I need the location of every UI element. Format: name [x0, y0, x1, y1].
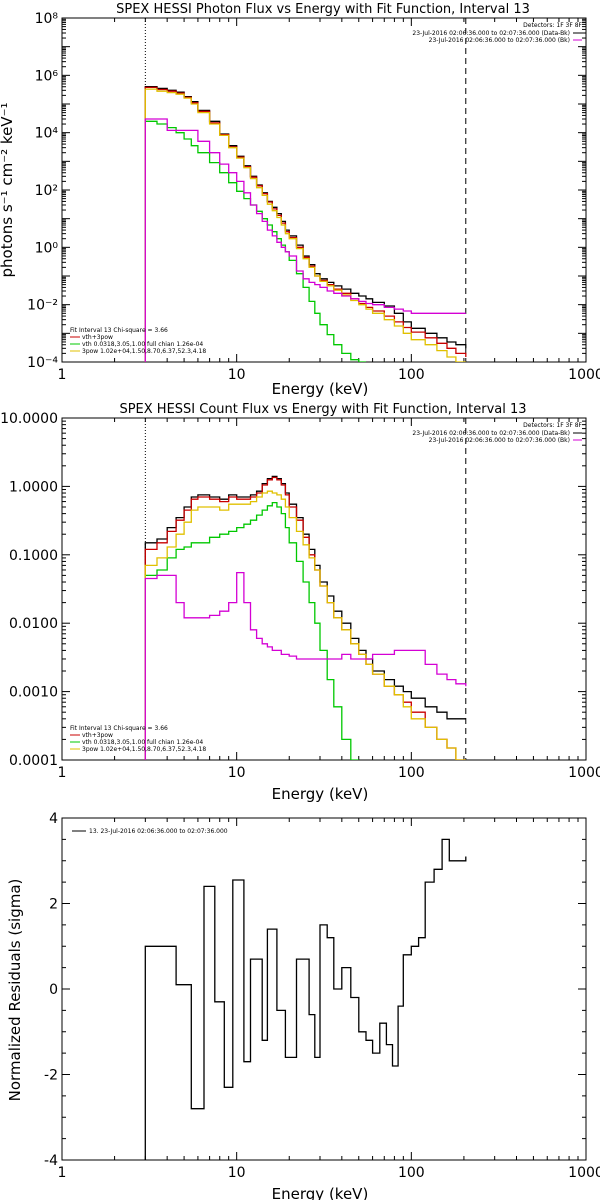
x-tick-label: 1: [58, 367, 67, 383]
x-tick-label: 1: [58, 1165, 67, 1181]
series-group: [144, 475, 467, 760]
y-tick-label: -4: [44, 1153, 58, 1169]
x-tick-label: 1000: [568, 765, 600, 781]
y-tick-label: 10⁴: [35, 126, 59, 142]
y-tick-label: -2: [44, 1068, 58, 1084]
legend-fit-header: Fit Interval 13 Chi-square = 3.66: [70, 725, 168, 732]
y-tick-label: 10⁸: [35, 11, 59, 27]
y-tick-label: 0.1000: [9, 548, 58, 564]
x-tick-label: 10: [228, 367, 246, 383]
legend-fit-label: vth 0.0318,3.05,1.00 full chian 1.26e-04: [82, 739, 203, 746]
x-tick-label: 100: [398, 367, 425, 383]
count-flux-title: SPEX HESSI Count Flux vs Energy with Fit…: [119, 402, 526, 417]
y-tick-label: 2: [49, 897, 58, 913]
series-line-5: [144, 118, 466, 362]
legend-detectors: Detectors: 1F 3F 8F: [523, 22, 582, 29]
series-line-4: [144, 88, 466, 362]
legend-entry-label: 23-Jul-2016 02:06:36.000 to 02:07:36.000…: [429, 37, 570, 44]
photon-flux-title: SPEX HESSI Photon Flux vs Energy with Fi…: [116, 2, 530, 17]
x-tick-label: 10: [228, 765, 246, 781]
y-tick-label: 1.0000: [9, 479, 58, 495]
y-tick-label: 0.0100: [9, 616, 58, 632]
legend-entry-label: 23-Jul-2016 02:06:36.000 to 02:07:36.000…: [412, 430, 570, 437]
residuals-xlabel: Energy (keV): [272, 1185, 369, 1200]
x-tick-label: 1000: [568, 367, 600, 383]
x-tick-label: 1: [58, 765, 67, 781]
legend-entry-label: 23-Jul-2016 02:06:36.000 to 02:07:36.000…: [429, 437, 570, 444]
photon-flux-xlabel: Energy (keV): [272, 380, 369, 398]
legend-fit-header: Fit Interval 13 Chi-square = 3.66: [70, 327, 168, 334]
series-group: [144, 838, 467, 1160]
x-tick-label: 1000: [568, 1165, 600, 1181]
photon-flux-ylabel: photons s⁻¹ cm⁻² keV⁻¹: [0, 103, 16, 278]
y-tick-label: 10.0000: [0, 411, 58, 427]
legend-detectors: Detectors: 1F 3F 8F: [523, 422, 582, 429]
x-tick-label: 100: [398, 765, 425, 781]
legend-fit-label: 3pow 1.02e+04,1.50,8.70,6.37,52.3,4.18: [82, 746, 206, 753]
series-line-5: [144, 571, 467, 760]
plot-frame: [61, 417, 587, 761]
panel-2: 1 10 100 1000 0.0001 0.0010 0.0100 0.1000 1.0000…: [0, 411, 600, 781]
series-group: [144, 86, 467, 362]
series-line-2: [144, 86, 467, 362]
legend-fit-label: vth+3pow: [82, 732, 113, 739]
x-tick-label: 100: [398, 1165, 425, 1181]
y-tick-label: 4: [49, 811, 58, 827]
series-line-3: [144, 501, 359, 760]
y-tick-label: 10⁻⁴: [27, 355, 58, 371]
legend-entry-label: 23-Jul-2016 02:06:36.000 to 02:07:36.000…: [412, 30, 570, 37]
y-tick-label: 0: [49, 982, 58, 998]
legend-fit-label: 3pow 1.02e+04,1.50,8.70,6.37,52.3,4.18: [82, 348, 206, 355]
y-tick-label: 0.0001: [9, 753, 58, 769]
y-tick-label: 0.0010: [9, 685, 58, 701]
y-tick-label: 10⁻²: [27, 298, 58, 314]
legend-interval-label: 13. 23-Jul-2016 02:06:36.000 to 02:07:36…: [89, 828, 228, 835]
series-line-1: [144, 838, 467, 1160]
count-flux-xlabel: Energy (keV): [272, 785, 369, 803]
panel-3: 1 10 100 1000 -4 -2 0 2 4 13. 23-Jul-2016 02:06:3…: [44, 811, 600, 1181]
x-tick-label: 10: [228, 1165, 246, 1181]
legend-fit-label: vth+3pow: [82, 334, 113, 341]
y-tick-label: 10⁰: [35, 240, 59, 256]
y-tick-label: 10⁶: [35, 68, 59, 84]
panel-1: 1 10 100 1000 10⁻⁴ 10⁻² 10⁰ 10² 10⁴ 10⁶ 10⁸ Detecto…: [27, 11, 600, 383]
y-tick-label: 10²: [35, 183, 58, 199]
residuals-ylabel: Normalized Residuals (sigma): [6, 879, 24, 1102]
series-line-4: [144, 490, 466, 760]
legend-fit-label: vth 0.0318,3.05,1.00 full chian 1.26e-04: [82, 341, 203, 348]
series-line-1: [144, 86, 467, 362]
